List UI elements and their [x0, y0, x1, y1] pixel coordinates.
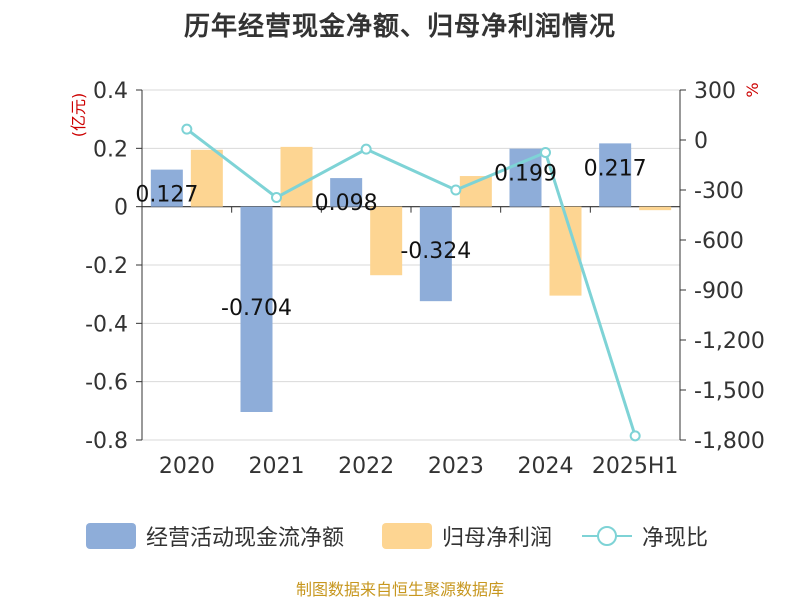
right-tick-label: -1,200 — [694, 329, 765, 354]
x-tick-label: 2023 — [428, 454, 484, 479]
x-tick-label: 2020 — [159, 454, 215, 479]
legend-swatch-profit — [382, 523, 432, 549]
legend-swatch-ocf — [86, 523, 136, 549]
bar-ocf — [419, 206, 452, 302]
left-tick-label: -0.4 — [85, 312, 128, 337]
bar-ocf — [599, 143, 632, 207]
bar-ocf — [330, 178, 363, 207]
right-tick-label: 0 — [694, 129, 708, 154]
x-tick-label: 2025H1 — [592, 454, 679, 479]
right-tick-label: -1,500 — [694, 379, 765, 404]
x-tick-label: 2021 — [249, 454, 305, 479]
line-ratio — [185, 127, 637, 437]
bar-ocf — [509, 148, 542, 207]
left-tick-label: -0.2 — [85, 254, 128, 279]
right-tick-label: -300 — [694, 179, 744, 204]
right-tick-label: -900 — [694, 279, 744, 304]
chart-title: 历年经营现金净额、归母净利润情况 — [183, 12, 616, 42]
bar-ocf — [150, 169, 183, 207]
point-ratio — [271, 192, 282, 203]
point-ratio — [629, 430, 641, 442]
legend-label-ratio: 净现比 — [642, 526, 709, 551]
data-label-ocf: 0.098 — [315, 191, 378, 216]
left-axis-unit: (亿元) — [69, 93, 88, 138]
x-tick-label: 2022 — [338, 454, 394, 479]
point-ratio — [450, 184, 462, 196]
bar-profit — [370, 206, 403, 276]
left-tick-label: 0.4 — [93, 79, 128, 104]
legend-swatch-ratio — [582, 523, 632, 549]
legend-item-ocf[interactable]: 经营活动现金流净额 — [86, 518, 344, 554]
legend: 经营活动现金流净额 归母净利润 净现比 — [0, 518, 800, 554]
x-tick-label: 2024 — [518, 454, 574, 479]
bar-profit — [280, 146, 313, 207]
data-label-ocf: 0.217 — [584, 156, 647, 181]
data-label-ocf: 0.199 — [494, 162, 557, 187]
legend-item-ratio[interactable]: 净现比 — [582, 518, 708, 554]
legend-label-profit: 归母净利润 — [442, 526, 553, 551]
right-tick-label: -600 — [694, 229, 744, 254]
legend-item-profit[interactable]: 归母净利润 — [382, 518, 552, 554]
source-note: 制图数据来自恒生聚源数据库 — [295, 580, 504, 599]
point-ratio — [540, 147, 551, 158]
left-tick-label: -0.6 — [85, 371, 128, 396]
data-label-ocf: -0.704 — [221, 296, 292, 321]
point-ratio — [181, 123, 193, 135]
bar-ocf — [240, 206, 273, 412]
legend-label-ocf: 经营活动现金流净额 — [146, 526, 345, 551]
left-tick-label: 0 — [114, 196, 128, 221]
left-tick-label: -0.8 — [85, 429, 128, 454]
bar-profit — [190, 149, 223, 207]
right-tick-label: 300 — [694, 79, 736, 104]
right-tick-label: -1,800 — [694, 429, 765, 454]
left-tick-label: 0.2 — [93, 137, 128, 162]
data-label-ocf: 0.127 — [135, 183, 198, 208]
data-label-ocf: -0.324 — [400, 239, 471, 264]
point-ratio — [360, 143, 372, 155]
right-axis-unit: % — [743, 82, 762, 97]
bar-profit — [639, 206, 672, 211]
